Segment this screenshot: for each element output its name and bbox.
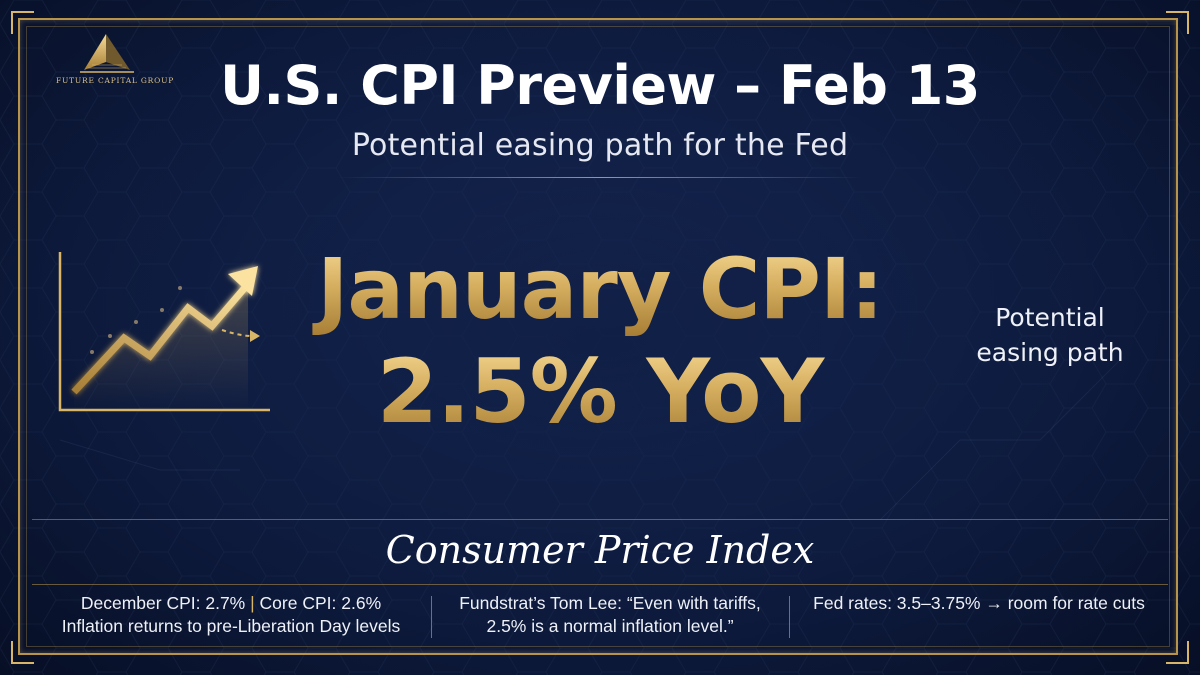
quote-line1: Fundstrat’s Tom Lee: “Even with tariffs, xyxy=(459,593,761,613)
fact-separator: | xyxy=(250,593,255,613)
hero-headline-line1: January CPI: xyxy=(260,240,940,338)
fact-fed-rates: Fed rates: 3.5–3.75% → room for rate cut… xyxy=(790,592,1168,642)
fact-core-cpi-value: Core CPI: 2.6% xyxy=(259,593,382,613)
facts-row: December CPI: 2.7% | Core CPI: 2.6% Infl… xyxy=(32,592,1168,642)
pyramid-logo-icon xyxy=(80,34,134,73)
corner-ornament-icon xyxy=(1166,11,1189,34)
subtitle-divider xyxy=(338,177,862,178)
side-note: Potential easing path xyxy=(950,300,1150,370)
fact-divider xyxy=(789,596,790,638)
brand-logo: FUTURE CAPITAL GROUP xyxy=(56,32,175,85)
rising-chart-arrow-icon xyxy=(58,252,270,412)
fact-december-cpi-note: Inflation returns to pre-Liberation Day … xyxy=(61,616,401,636)
footer-top-divider xyxy=(32,519,1168,520)
section-title: Consumer Price Index xyxy=(385,528,815,572)
side-note-line2: easing path xyxy=(976,338,1124,367)
brand-name: FUTURE CAPITAL GROUP xyxy=(56,76,175,85)
fact-tom-lee-quote: Fundstrat’s Tom Lee: “Even with tariffs,… xyxy=(432,592,788,642)
fed-rates-line: Fed rates: 3.5–3.75% → room for rate cut… xyxy=(813,593,1145,613)
corner-ornament-icon xyxy=(11,641,34,664)
page-title: U.S. CPI Preview – Feb 13 xyxy=(220,54,980,117)
corner-ornament-icon xyxy=(11,11,34,34)
fact-december-cpi-value: December CPI: 2.7% xyxy=(80,593,246,613)
side-note-line1: Potential xyxy=(995,303,1105,332)
footer-divider xyxy=(32,584,1168,585)
hero-headline-value: 2.5% YoY xyxy=(260,340,940,443)
corner-ornament-icon xyxy=(1166,641,1189,664)
inner-gold-frame xyxy=(26,26,1170,647)
fact-divider xyxy=(431,596,432,638)
quote-line2: 2.5% is a normal inflation level.” xyxy=(486,616,734,636)
page-subtitle: Potential easing path for the Fed xyxy=(351,128,849,163)
fact-december-cpi: December CPI: 2.7% | Core CPI: 2.6% Infl… xyxy=(32,592,430,642)
outer-gold-frame xyxy=(18,18,1178,655)
